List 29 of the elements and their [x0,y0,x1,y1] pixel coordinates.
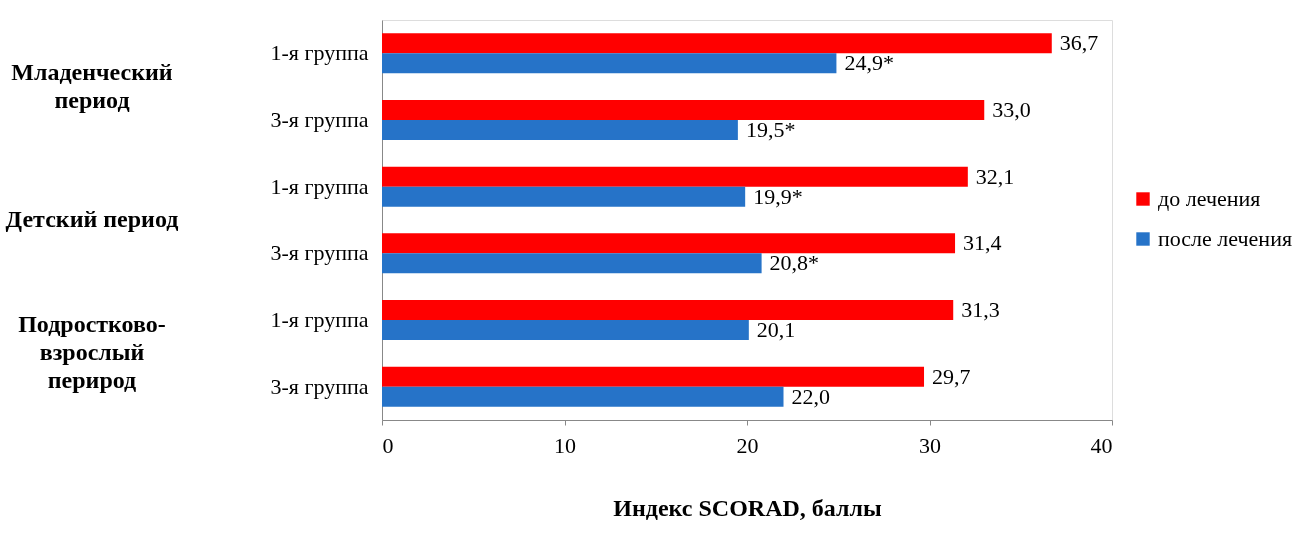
data-label: 32,1 [975,163,1015,189]
y-tick-label: 1-я группа [270,40,369,66]
data-label: 24,9* [844,50,894,76]
y-tick-label: 1-я группа [270,173,369,199]
data-label: 31,3 [961,297,1000,322]
data-label: 19,9* [753,183,803,209]
x-tick-label: 40 [1090,432,1113,458]
x-axis-title: Индекс SCORAD, баллы [613,494,882,521]
legend-label: после лечения [1158,226,1293,251]
data-label: 36,7 [1059,30,1099,56]
y-tick-label: 1-я группа [270,307,369,332]
data-label: 19,5* [745,117,796,142]
x-tick-label: 30 [919,432,941,458]
text: Подростково- взрослый перирод [18,311,166,394]
y-tick-label: 3-я группа [270,107,369,132]
data-label: 22,0 [791,383,830,409]
data-label: 29,7 [932,363,971,389]
legend-label: до лечения [1158,186,1261,211]
data-label: 20,8* [769,250,820,276]
y-tick-label: 3-я группа [270,373,369,399]
x-tick-label: 0 [382,432,394,458]
x-tick-label: 10 [554,432,576,458]
text: Детский период [5,206,179,232]
data-label: 20,1 [756,317,796,342]
data-label: 31,4 [963,230,1002,256]
x-tick-label: 20 [736,432,759,458]
data-label: 33,0 [992,97,1031,122]
text: Младенческий период [11,58,173,113]
y-tick-label: 3-я группа [270,240,369,266]
